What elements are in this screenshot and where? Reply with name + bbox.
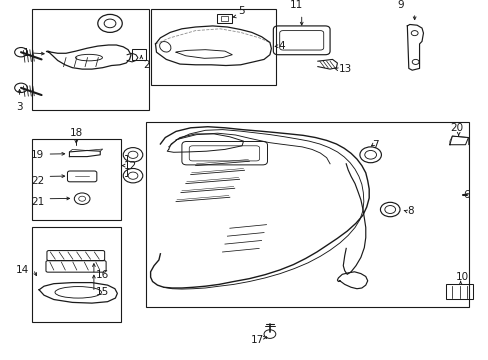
Text: 5: 5	[238, 6, 245, 16]
Text: 12: 12	[123, 161, 137, 171]
Text: 1: 1	[22, 48, 29, 58]
Bar	[132, 49, 145, 60]
Bar	[32, 227, 121, 322]
Bar	[445, 284, 472, 299]
Text: 4: 4	[278, 41, 285, 51]
Bar	[220, 16, 228, 21]
Bar	[145, 122, 468, 307]
Bar	[32, 9, 149, 110]
Text: 19: 19	[31, 150, 44, 160]
Text: 18: 18	[69, 127, 83, 138]
Text: 16: 16	[95, 270, 108, 280]
Text: 21: 21	[31, 197, 44, 207]
Text: 6: 6	[463, 190, 469, 200]
Bar	[217, 14, 231, 23]
Bar	[150, 9, 276, 85]
Text: 14: 14	[16, 265, 29, 275]
Text: 17: 17	[250, 335, 264, 345]
Text: 15: 15	[95, 287, 108, 297]
Text: 3: 3	[16, 102, 23, 112]
Bar	[32, 139, 121, 220]
Text: 13: 13	[338, 64, 351, 74]
Text: 9: 9	[397, 0, 404, 10]
Text: 20: 20	[450, 123, 463, 133]
Text: 11: 11	[289, 0, 303, 10]
Text: 10: 10	[455, 271, 468, 282]
Text: 22: 22	[31, 176, 44, 186]
Text: 2: 2	[142, 60, 149, 70]
Text: 7: 7	[371, 140, 378, 150]
Text: 8: 8	[406, 206, 413, 216]
